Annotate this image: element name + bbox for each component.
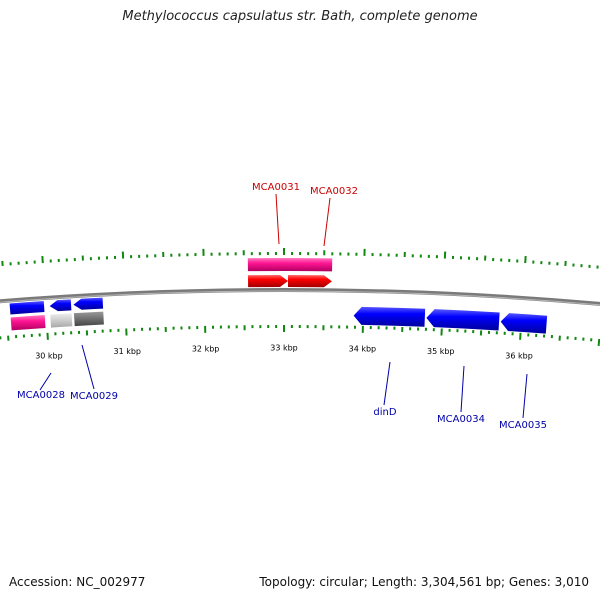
- label-leader-line: [323, 197, 331, 247]
- pseudo-block[interactable]: [50, 313, 73, 328]
- label-layer: MCA0028 MCA0029 MCA0031 MCA0032 dinD MCA0034 M…: [17, 182, 547, 431]
- feature-layer: [9, 257, 548, 334]
- label-leader-line: [39, 372, 52, 391]
- gene-label[interactable]: dinD: [373, 407, 396, 418]
- forward-cds-block[interactable]: [288, 258, 333, 272]
- scale-tick-label: 34 kbp: [349, 344, 377, 353]
- genome-title: Methylococcus capsulatus str. Bath, comp…: [122, 9, 478, 24]
- pseudo-block[interactable]: [73, 311, 104, 327]
- reverse-gene-arrow[interactable]: [353, 306, 426, 327]
- gene-label[interactable]: MCA0029: [70, 391, 118, 402]
- scale-tick-label: 36 kbp: [505, 351, 533, 360]
- gene-label[interactable]: MCA0034: [437, 414, 485, 425]
- reverse-gene-block[interactable]: [9, 301, 45, 315]
- reverse-gene-arrow[interactable]: [500, 313, 548, 334]
- label-leader-line: [522, 373, 528, 419]
- reverse-cds-block[interactable]: [10, 315, 46, 331]
- gene-label[interactable]: MCA0032: [310, 186, 358, 197]
- label-leader-line: [383, 361, 391, 406]
- gene-label[interactable]: MCA0035: [499, 420, 547, 431]
- scale-tick-label: 30 kbp: [35, 351, 63, 360]
- forward-gene-arrow[interactable]: [287, 275, 332, 288]
- genome-backbone: [0, 287, 600, 307]
- forward-gene-arrow[interactable]: [247, 275, 288, 288]
- gene-label[interactable]: MCA0028: [17, 390, 65, 401]
- scale-tick-label: 35 kbp: [427, 347, 455, 356]
- backbone-layer: [0, 287, 600, 307]
- label-leader-line: [81, 344, 95, 390]
- reverse-gene-arrow[interactable]: [49, 299, 72, 312]
- forward-cds-block[interactable]: [247, 257, 289, 272]
- gene-label[interactable]: MCA0031: [252, 182, 300, 193]
- scale-tick-label: 31 kbp: [113, 347, 141, 356]
- tick-layer: 30 kbp 31 kbp 32 kbp 33 kbp 34 kbp 35 kbp 36 k…: [0, 248, 600, 360]
- reverse-gene-arrow[interactable]: [73, 297, 104, 310]
- scale-tick-label: 33 kbp: [270, 344, 298, 353]
- tick-mark: [597, 338, 600, 347]
- accession-text: Accession: NC_002977: [9, 575, 146, 589]
- label-leader-line: [275, 193, 280, 245]
- genome-backbone-highlight: [0, 290, 600, 306]
- label-leader-line: [460, 365, 465, 413]
- reverse-gene-arrow[interactable]: [426, 309, 500, 331]
- genome-summary-text: Topology: circular; Length: 3,304,561 bp…: [259, 575, 589, 589]
- scale-tick-label: 32 kbp: [192, 344, 220, 353]
